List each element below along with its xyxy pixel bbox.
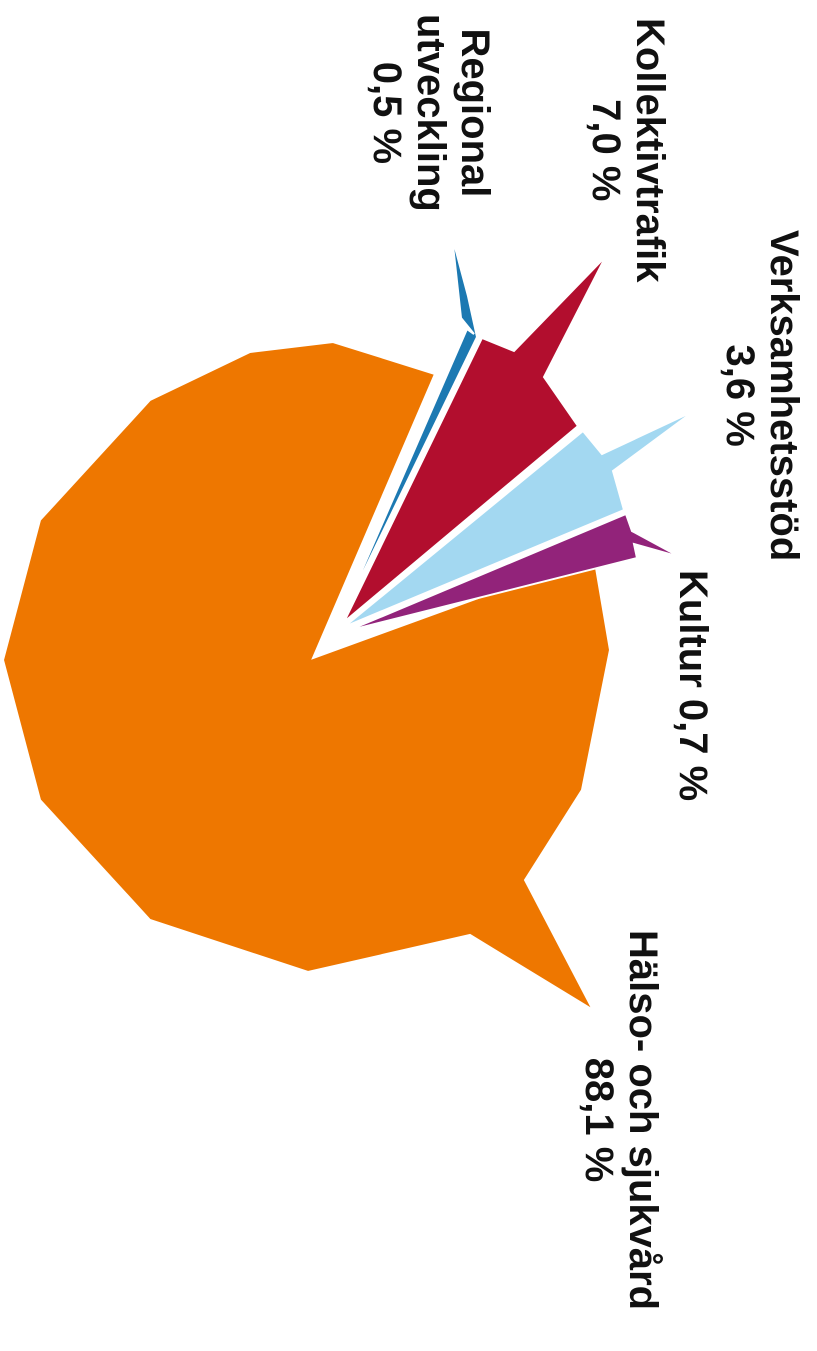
- label-kultur: Kultur 0,7 %: [671, 570, 715, 801]
- slice-halso-och-sjukvard: [1, 340, 612, 1013]
- label-regional-utveckling: Regional utveckling 0,5 %: [365, 14, 497, 212]
- label-regional-value: 0,5 %: [365, 61, 409, 165]
- label-kollektivtrafik: Kollektivtrafik 7,0 %: [584, 18, 672, 283]
- label-regional-line2: utveckling: [409, 14, 453, 212]
- slice-regional-utveckling: [341, 235, 479, 617]
- label-verksamhet-name: Verksamhetsstöd: [762, 230, 806, 562]
- slice-kollektivtrafik: [343, 255, 607, 623]
- label-halso-och-sjukvard: Hälso- och sjukvård 88,1 %: [577, 930, 665, 1310]
- label-verksamhetsstod: Verksamhetsstöd 3,6 %: [718, 230, 806, 561]
- label-kultur-text: Kultur 0,7 %: [671, 570, 715, 802]
- label-regional-line1: Regional: [453, 28, 497, 198]
- label-kollektiv-name: Kollektivtrafik: [628, 18, 672, 283]
- label-halso-name: Hälso- och sjukvård: [621, 930, 665, 1311]
- label-halso-value: 88,1 %: [577, 1057, 621, 1183]
- label-kollektiv-value: 7,0 %: [584, 99, 628, 202]
- slice-verksamhetsstod: [343, 410, 695, 628]
- label-verksamhet-value: 3,6 %: [718, 344, 762, 447]
- slice-kultur: [346, 512, 681, 632]
